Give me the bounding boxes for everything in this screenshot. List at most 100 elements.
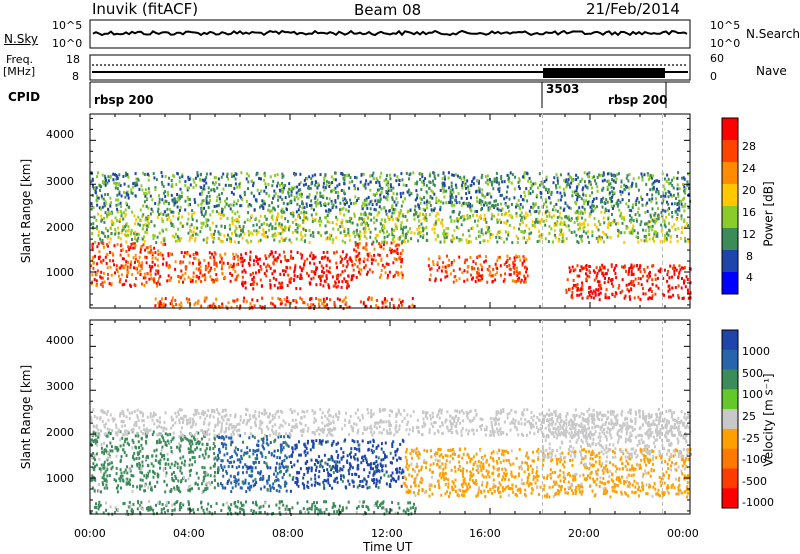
power-cell xyxy=(209,172,212,176)
power-cell xyxy=(651,278,654,282)
power-cell xyxy=(683,185,686,189)
power-cell xyxy=(457,192,460,196)
power-cell xyxy=(328,236,330,240)
power-cell xyxy=(326,250,329,254)
velocity-cell xyxy=(220,466,223,469)
power-cell xyxy=(666,173,669,177)
power-cell xyxy=(139,273,142,276)
power-cbar-tick: 28 xyxy=(742,140,756,153)
power-cell xyxy=(240,171,243,175)
power-cell xyxy=(470,196,472,200)
velocity-cell xyxy=(322,480,325,484)
power-cell xyxy=(353,187,356,191)
velocity-cell xyxy=(248,448,251,452)
power-cell xyxy=(477,230,480,234)
power-cell xyxy=(419,201,422,205)
power-cell xyxy=(147,246,150,249)
power-cell xyxy=(606,179,609,183)
power-cell xyxy=(490,274,493,278)
power-cell xyxy=(293,185,296,189)
power-cell xyxy=(532,182,535,186)
power-cell xyxy=(94,190,97,194)
power-cell xyxy=(399,209,402,212)
power-cell xyxy=(355,242,358,246)
power-cell xyxy=(489,179,492,183)
power-cell xyxy=(181,173,184,177)
power-cell xyxy=(373,216,376,220)
power-cell xyxy=(301,206,304,210)
power-cell xyxy=(377,262,380,266)
power-cell xyxy=(359,300,362,304)
power-cell xyxy=(144,255,147,259)
power-cell xyxy=(283,273,285,277)
velocity-cell xyxy=(231,440,234,444)
power-cell xyxy=(204,268,207,272)
power-cell xyxy=(369,188,372,192)
power-cell xyxy=(139,208,142,212)
power-cell xyxy=(602,171,605,175)
power-cell xyxy=(477,189,480,193)
power-cell xyxy=(341,270,344,274)
power-cell xyxy=(626,174,629,178)
power-cell xyxy=(342,176,345,180)
power-cell xyxy=(616,200,619,204)
power-cell xyxy=(655,201,658,205)
power-cell xyxy=(527,179,530,183)
velocity-cell xyxy=(171,451,174,455)
velocity-cell xyxy=(115,472,118,476)
power-cell xyxy=(201,190,204,194)
power-cell xyxy=(449,188,452,192)
velocity-cell xyxy=(206,443,209,447)
power-cell xyxy=(375,192,378,196)
power-cell xyxy=(187,275,190,279)
velocity-cell xyxy=(213,486,216,490)
power-cell xyxy=(271,184,274,188)
power-cell xyxy=(673,269,676,273)
power-cell xyxy=(558,215,561,219)
power-cell xyxy=(245,239,248,243)
power-cell xyxy=(109,265,112,269)
power-cell xyxy=(154,251,157,255)
power-cell xyxy=(454,173,457,177)
power-cell xyxy=(410,192,413,196)
power-cell xyxy=(619,291,622,295)
power-cell xyxy=(616,173,619,176)
velocity-cell xyxy=(160,448,163,452)
power-cell xyxy=(657,217,660,221)
power-cell xyxy=(458,217,460,221)
power-cell xyxy=(682,183,684,187)
power-cell xyxy=(302,266,305,270)
power-cell xyxy=(370,261,373,265)
velocity-cbar-tick: -100 xyxy=(742,453,767,466)
power-cell xyxy=(558,237,561,241)
power-cell xyxy=(386,254,389,257)
power-cell xyxy=(319,194,322,198)
power-cell xyxy=(648,220,651,224)
power-cell xyxy=(510,214,513,218)
power-cell xyxy=(364,230,367,234)
power-cell xyxy=(481,265,484,269)
power-cell xyxy=(380,171,383,175)
velocity-cell xyxy=(190,439,193,443)
velocity-cell xyxy=(126,465,129,469)
power-cell xyxy=(558,233,561,237)
velocity-cell xyxy=(128,443,130,447)
power-cell xyxy=(531,190,534,194)
power-cell xyxy=(154,186,157,190)
power-cell xyxy=(261,305,264,309)
velocity-cell xyxy=(165,471,168,475)
power-cell xyxy=(267,182,270,186)
velocity-cell xyxy=(92,456,95,460)
power-cell xyxy=(373,247,376,251)
power-cell xyxy=(121,283,124,287)
power-cell xyxy=(599,291,602,295)
beam-title: Beam 08 xyxy=(354,1,422,19)
power-cell xyxy=(402,233,405,237)
power-cell xyxy=(425,203,428,207)
power-cell xyxy=(91,246,94,250)
velocity-cell xyxy=(187,485,190,489)
power-cell xyxy=(643,234,646,238)
velocity-cell xyxy=(248,455,251,459)
velocity-cell xyxy=(94,478,97,482)
power-cell xyxy=(464,202,467,206)
